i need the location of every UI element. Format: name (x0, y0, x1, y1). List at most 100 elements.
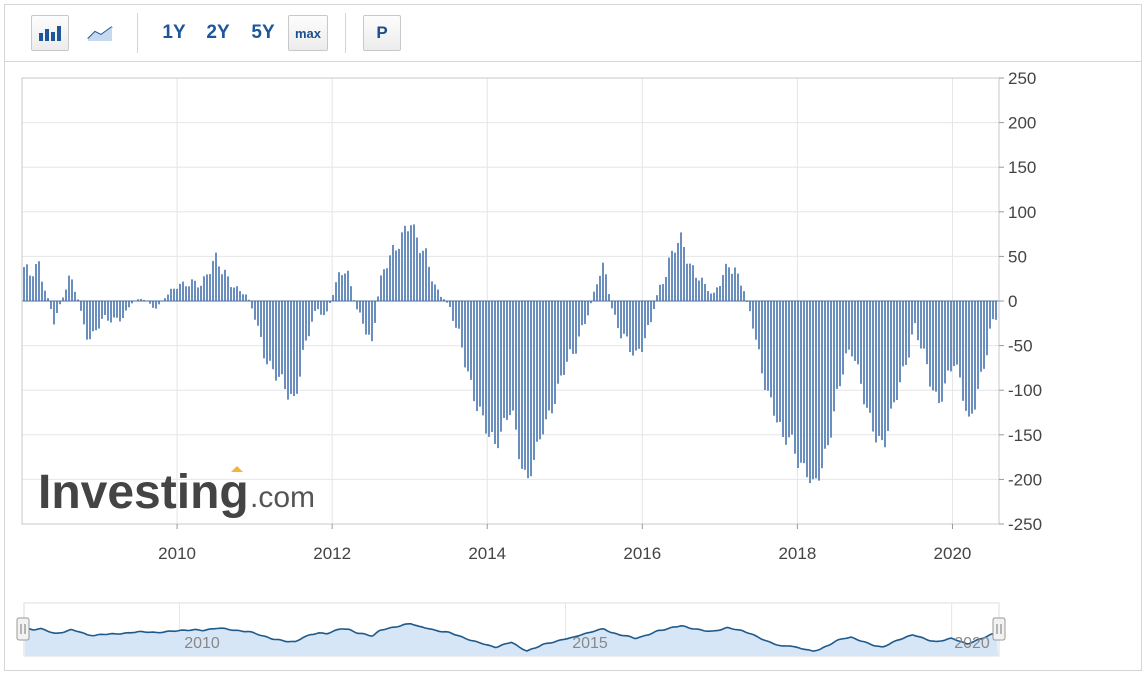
chart-bar (410, 225, 412, 301)
range-1y-button[interactable]: 1Y (162, 22, 186, 43)
chart-bar (890, 301, 892, 409)
chart-bar (977, 301, 979, 389)
chart-bar (719, 285, 721, 301)
chart-bar (80, 301, 82, 311)
chart-bar (344, 273, 346, 301)
chart-bar (947, 301, 949, 371)
chart-bar (905, 301, 907, 365)
chart-bar (530, 301, 532, 477)
chart-bar (629, 301, 631, 353)
y-tick-label: 150 (1008, 158, 1036, 177)
chart-bar (788, 301, 790, 438)
chart-bar (113, 301, 115, 318)
chart-bar (887, 301, 889, 432)
navigator-line (24, 623, 998, 652)
chart-bar (200, 285, 202, 301)
chart-bar (347, 270, 349, 301)
chart-bar (617, 301, 619, 329)
chart-bar (833, 301, 835, 412)
chart-bar (443, 299, 445, 301)
range-5y-button[interactable]: 5Y (251, 22, 275, 43)
chart-bar (659, 284, 661, 301)
chart-bar (686, 263, 688, 301)
chart-bar (698, 280, 700, 301)
chart-bar (680, 232, 682, 301)
chart-bar (62, 297, 64, 301)
chart-bar (593, 291, 595, 301)
chart-bar (791, 301, 793, 435)
chart-bar (122, 301, 124, 319)
y-tick-label: 0 (1008, 292, 1017, 311)
chart-bar (32, 276, 34, 301)
chart-bar (185, 286, 187, 301)
chart-bar (440, 296, 442, 301)
chart-bar (341, 275, 343, 301)
chart-bar (542, 301, 544, 435)
chart-bar (860, 301, 862, 384)
chart-bar (668, 257, 670, 301)
chart-bar (944, 301, 946, 384)
chart-bar (290, 301, 292, 394)
chart-bar (818, 301, 820, 481)
chart-bar (590, 301, 592, 304)
chart-bar (692, 265, 694, 301)
chart-bar (221, 274, 223, 301)
chart-bar (908, 301, 910, 358)
y-tick-label: -200 (1008, 470, 1042, 489)
x-tick-label: 2012 (313, 544, 351, 563)
chart-bar (776, 301, 778, 423)
y-tick-label: 250 (1008, 69, 1036, 88)
chart-bar (872, 301, 874, 432)
line-chart-icon[interactable] (81, 15, 119, 51)
navigator-right-handle[interactable] (992, 617, 1006, 641)
chart-bar (995, 301, 997, 320)
chart-bar (395, 250, 397, 301)
chart-bar (605, 274, 607, 301)
chart-bar (821, 301, 823, 469)
chart-bar (494, 301, 496, 445)
chart-bar (170, 288, 172, 301)
chart-bar (761, 301, 763, 374)
chart-bar (506, 301, 508, 420)
navigator[interactable]: 2010 2015 2020 (16, 602, 1006, 657)
chart-bar (65, 289, 67, 301)
chart-bar (173, 288, 175, 301)
navigator-left-handle[interactable] (16, 617, 30, 641)
chart-bar (527, 301, 529, 479)
chart-bar (863, 301, 865, 405)
navigator-label: 2010 (184, 635, 220, 652)
chart-bar (731, 273, 733, 301)
chart-bar (248, 299, 250, 301)
chart-bar (665, 277, 667, 301)
chart-bar (26, 264, 28, 301)
chart-bar (857, 301, 859, 365)
chart-bar (464, 301, 466, 368)
range-2y-button[interactable]: 2Y (206, 22, 230, 43)
chart-bar (182, 281, 184, 301)
chart-bar (803, 301, 805, 464)
chart-bar (98, 301, 100, 329)
bar-series (23, 224, 997, 484)
chart-bar (743, 291, 745, 301)
p-button[interactable]: P (363, 15, 401, 51)
chart-bar (401, 232, 403, 301)
chart-bar (893, 301, 895, 403)
chart-bar (959, 301, 961, 378)
range-max-button[interactable]: max (288, 15, 328, 51)
chart-bar (386, 268, 388, 301)
chart-bar (308, 301, 310, 337)
chart-bar (734, 267, 736, 301)
chart-bar (380, 275, 382, 301)
chart-bar (455, 301, 457, 328)
chart-bar (431, 281, 433, 301)
chart-bar (107, 301, 109, 321)
chart-bar (614, 301, 616, 315)
bar-chart-icon[interactable] (31, 15, 69, 51)
chart-bar (824, 301, 826, 449)
chart-bar (737, 273, 739, 301)
chart-bar (176, 288, 178, 301)
chart-bar (842, 301, 844, 375)
chart-bar (878, 301, 880, 436)
toolbar-separator (345, 13, 346, 53)
chart-bar (446, 301, 448, 303)
